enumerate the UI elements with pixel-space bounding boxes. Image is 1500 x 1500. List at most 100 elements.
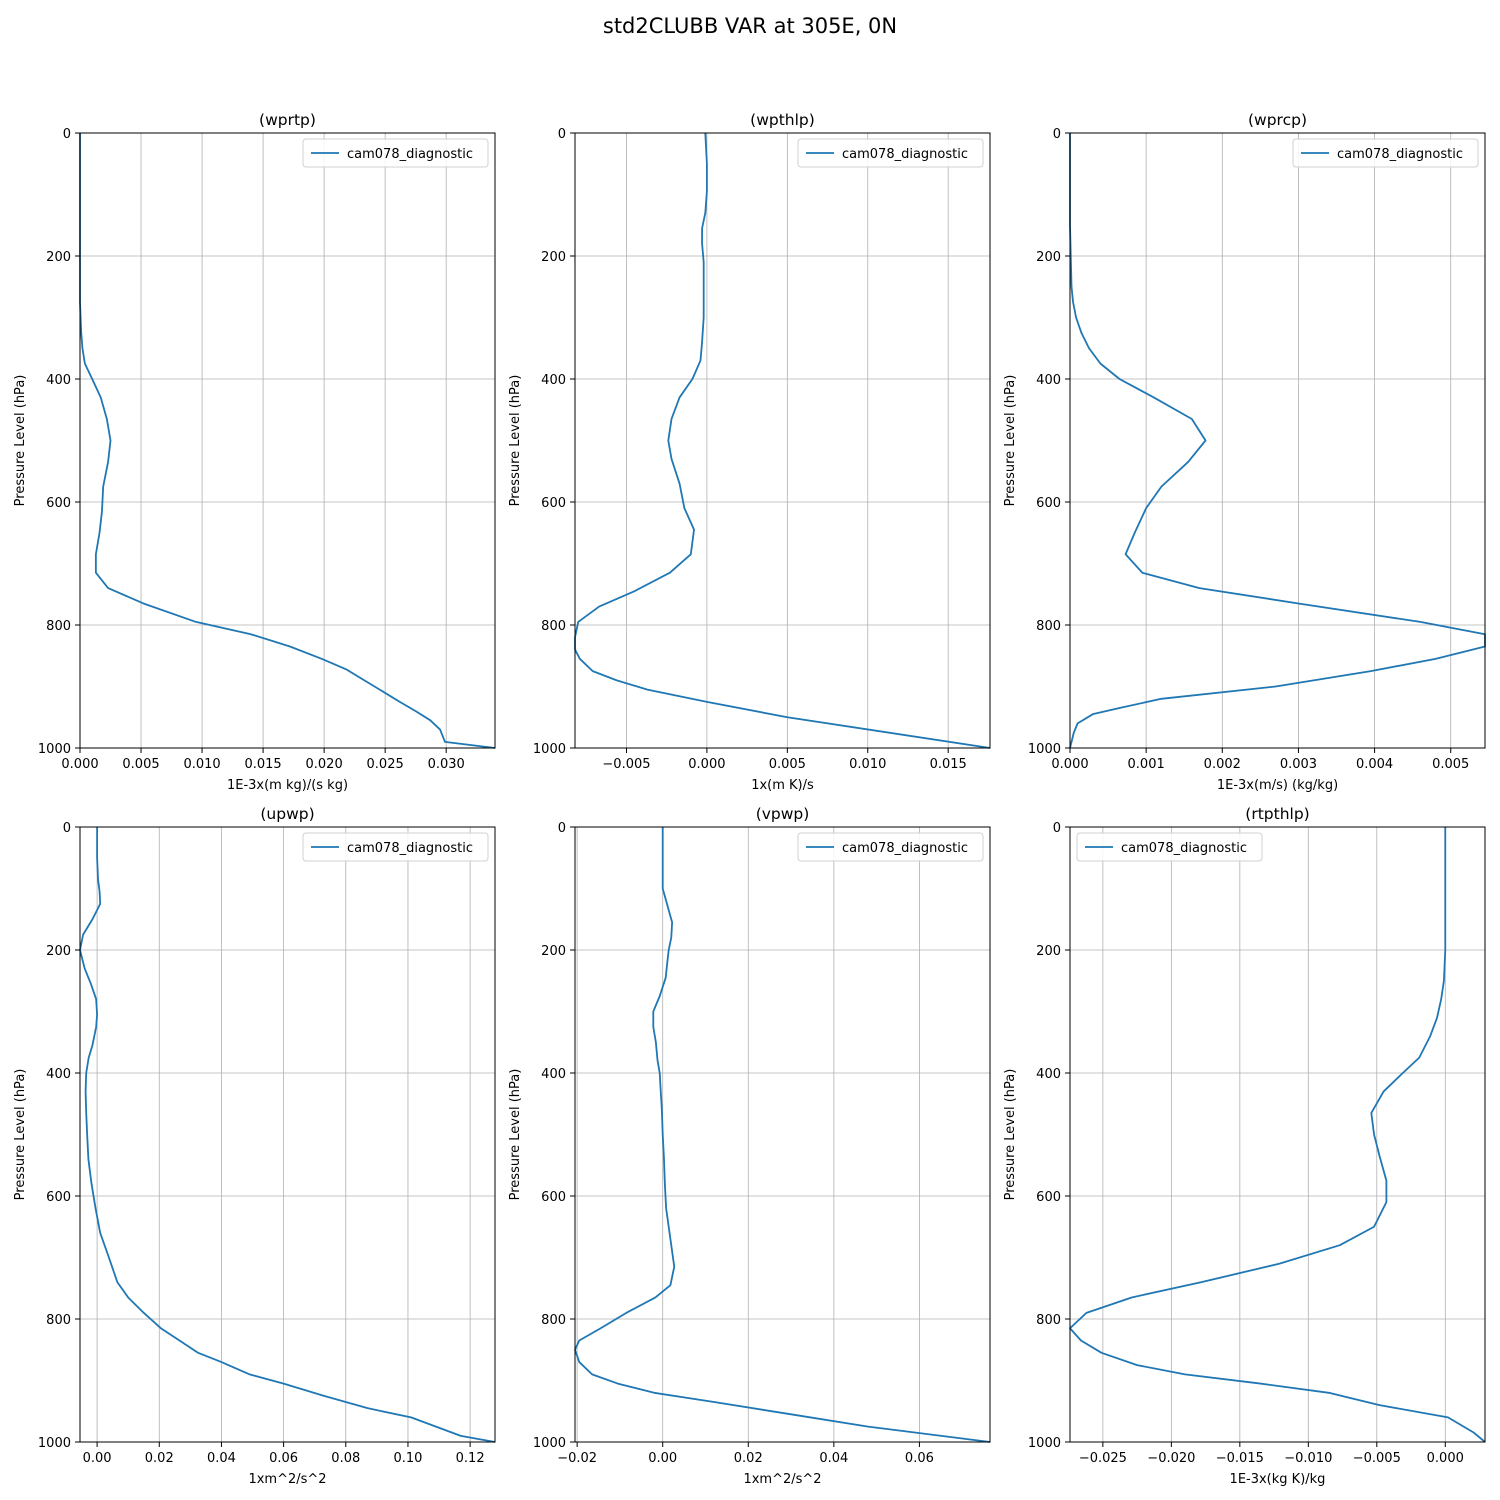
- legend-label: cam078_diagnostic: [347, 147, 473, 162]
- y-axis-label: Pressure Level (hPa): [508, 1069, 523, 1201]
- series-line-1: [79, 827, 496, 1443]
- x-tick-label: 0.025: [367, 757, 404, 772]
- x-tick-label: 0.04: [819, 1451, 848, 1466]
- series-line-1: [574, 827, 991, 1443]
- y-tick-label: 0: [63, 127, 71, 142]
- y-tick-label: 200: [1036, 250, 1061, 265]
- y-tick-label: 600: [1036, 496, 1061, 511]
- legend: cam078_diagnostic: [797, 138, 984, 168]
- x-axis-label: 1E-3x(m/s) (kg/kg): [1217, 778, 1338, 793]
- subplot-title: (vpwp): [756, 805, 810, 823]
- y-tick-label: 800: [541, 1313, 566, 1328]
- x-tick-label: 0.015: [244, 757, 281, 772]
- y-tick-label: 400: [1036, 373, 1061, 388]
- x-tick-label: −0.020: [1147, 1451, 1195, 1466]
- legend-box: [1076, 832, 1263, 862]
- x-tick-label: 0.030: [428, 757, 465, 772]
- y-tick-label: 0: [558, 821, 566, 836]
- y-tick-label: 800: [46, 619, 71, 634]
- y-tick-label: 0: [558, 127, 566, 142]
- legend: cam078_diagnostic: [302, 832, 489, 862]
- y-tick-label: 400: [46, 373, 71, 388]
- subplot-3: 0.000 0.001 0.002 0.003 0.004 0.005 0 200 400 600…: [1003, 111, 1486, 793]
- series-line-1: [1069, 133, 1486, 749]
- axes-frame: [79, 826, 496, 1443]
- legend-label: cam078_diagnostic: [842, 841, 968, 856]
- subplot-title: (wprtp): [259, 111, 316, 129]
- y-tick-label: 600: [46, 496, 71, 511]
- subplot-title: (rtpthlp): [1245, 805, 1309, 823]
- y-tick-label: 800: [1036, 619, 1061, 634]
- y-tick-label: 1000: [38, 742, 71, 757]
- x-axis-label: 1xm^2/s^2: [248, 1472, 326, 1487]
- x-tick-label: 0.015: [930, 757, 967, 772]
- x-tick-label: −0.015: [1216, 1451, 1264, 1466]
- x-tick-label: 0.001: [1128, 757, 1165, 772]
- y-tick-label: 200: [46, 944, 71, 959]
- legend-box: [302, 138, 489, 168]
- y-tick-label: 800: [1036, 1313, 1061, 1328]
- x-tick-label: 0.002: [1204, 757, 1241, 772]
- x-tick-label: 0.000: [1427, 1451, 1464, 1466]
- x-axis-label: 1xm^2/s^2: [743, 1472, 821, 1487]
- axes-frame: [574, 132, 991, 749]
- x-tick-label: −0.010: [1284, 1451, 1332, 1466]
- x-tick-label: 0.06: [269, 1451, 298, 1466]
- series-line-1: [574, 132, 991, 749]
- x-tick-label: 0.00: [648, 1451, 677, 1466]
- y-tick-label: 600: [541, 496, 566, 511]
- legend-label: cam078_diagnostic: [347, 841, 473, 856]
- y-tick-label: 0: [63, 821, 71, 836]
- x-tick-label: 0.000: [61, 757, 98, 772]
- y-tick-label: 200: [46, 250, 71, 265]
- y-axis-label: Pressure Level (hPa): [1003, 375, 1018, 507]
- x-tick-label: 0.02: [145, 1451, 174, 1466]
- subplot-6: −0.025 −0.020 −0.015 −0.010 −0.005 0.000 0 200 4…: [1003, 805, 1486, 1487]
- x-tick-label: 0.10: [393, 1451, 422, 1466]
- x-axis-label: 1E-3x(m kg)/(s kg): [227, 778, 348, 793]
- legend-label: cam078_diagnostic: [1337, 147, 1463, 162]
- x-tick-label: −0.005: [602, 757, 650, 772]
- x-tick-label: 0.004: [1356, 757, 1393, 772]
- subplot-title: (wprcp): [1248, 111, 1307, 129]
- x-tick-label: −0.02: [557, 1451, 597, 1466]
- y-axis-label: Pressure Level (hPa): [13, 1069, 28, 1201]
- series-line-1: [79, 133, 496, 749]
- x-tick-label: 0.005: [1432, 757, 1469, 772]
- y-axis-label: Pressure Level (hPa): [508, 375, 523, 507]
- y-tick-label: 400: [541, 1067, 566, 1082]
- y-tick-label: 800: [46, 1313, 71, 1328]
- subplot-1: 0.000 0.005 0.010 0.015 0.020 0.025 0.030 0 200 4…: [13, 111, 496, 793]
- subplot-title: (wpthlp): [750, 111, 815, 129]
- x-tick-label: 0.010: [849, 757, 886, 772]
- y-axis-label: Pressure Level (hPa): [13, 375, 28, 507]
- y-tick-label: 200: [541, 944, 566, 959]
- y-tick-label: 600: [46, 1190, 71, 1205]
- y-tick-label: 600: [541, 1190, 566, 1205]
- y-tick-label: 600: [1036, 1190, 1061, 1205]
- y-tick-label: 0: [1053, 821, 1061, 836]
- y-tick-label: 1000: [1028, 742, 1061, 757]
- legend-box: [1292, 138, 1479, 168]
- x-tick-label: 0.005: [769, 757, 806, 772]
- x-tick-label: −0.025: [1079, 1451, 1127, 1466]
- legend: cam078_diagnostic: [1076, 832, 1263, 862]
- series-line-1: [1069, 827, 1486, 1443]
- legend: cam078_diagnostic: [797, 832, 984, 862]
- legend-label: cam078_diagnostic: [842, 147, 968, 162]
- y-axis-label: Pressure Level (hPa): [1003, 1069, 1018, 1201]
- y-tick-label: 800: [541, 619, 566, 634]
- y-tick-label: 400: [541, 373, 566, 388]
- axes-frame: [1069, 132, 1486, 749]
- x-tick-label: 0.000: [688, 757, 725, 772]
- x-tick-label: 0.00: [83, 1451, 112, 1466]
- y-tick-label: 400: [1036, 1067, 1061, 1082]
- x-tick-label: 0.000: [1051, 757, 1088, 772]
- y-tick-label: 200: [1036, 944, 1061, 959]
- y-tick-label: 0: [1053, 127, 1061, 142]
- axes-frame: [1069, 826, 1486, 1443]
- x-tick-label: 0.02: [734, 1451, 763, 1466]
- subplot-2: −0.005 0.000 0.005 0.010 0.015 0 200 400 600 800 1…: [508, 111, 991, 793]
- legend-box: [302, 832, 489, 862]
